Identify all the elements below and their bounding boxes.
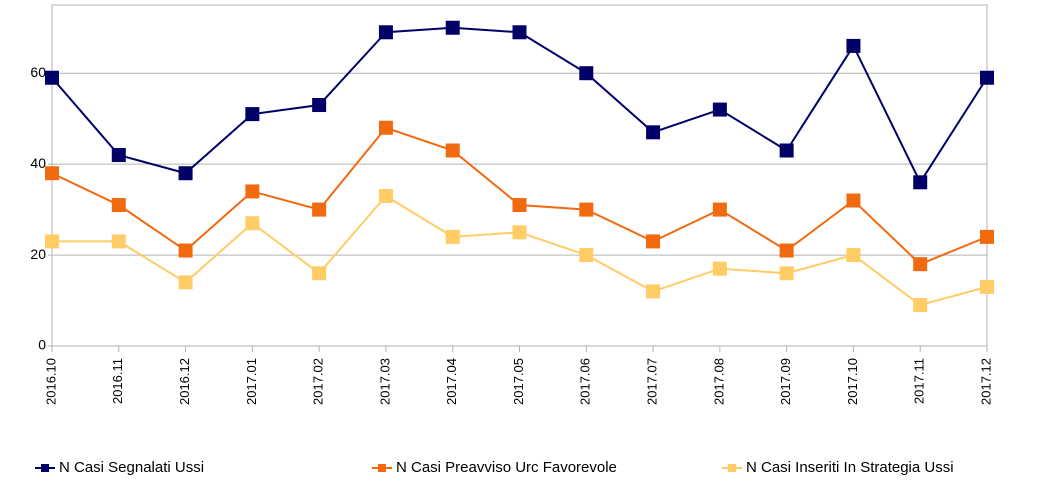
point-marker [712,202,727,217]
point-marker [111,148,126,163]
x-tick-label: 2017.11 [912,358,927,404]
point-marker [646,125,661,140]
legend-swatch [41,464,49,472]
point-marker [712,261,727,276]
point-marker [646,284,661,299]
point-marker [980,70,994,85]
x-tick-label: 2017.04 [444,358,459,405]
y-tick-label: 40 [30,155,46,171]
point-marker [111,198,126,213]
point-marker [980,279,994,294]
x-tick-label: 2017.02 [311,358,326,405]
point-marker [913,257,928,272]
point-marker [779,266,794,281]
y-tick-label: 0 [38,337,46,353]
point-marker [178,166,193,181]
point-marker [846,193,861,208]
point-marker [378,188,393,203]
x-tick-label: 2016.11 [110,358,125,404]
y-tick-label: 60 [30,64,46,80]
x-tick-label: 2017.12 [978,358,993,405]
point-marker [646,234,661,249]
point-marker [846,38,861,53]
point-marker [111,234,126,249]
legend-label: N Casi Preavviso Urc Favorevole [396,459,617,476]
x-tick-label: 2017.10 [845,358,860,405]
legend-label: N Casi Segnalati Ussi [59,459,204,476]
point-marker [45,70,59,85]
point-marker [178,275,193,290]
point-marker [913,298,928,313]
point-marker [779,143,794,158]
x-tick-label: 2016.10 [43,358,58,405]
point-marker [512,225,527,240]
legend-label: N Casi Inseriti In Strategia Ussi [746,459,954,476]
point-marker [312,266,327,281]
x-tick-label: 2017.01 [244,358,259,405]
point-marker [579,202,594,217]
legend-swatch [728,464,736,472]
point-marker [579,66,594,81]
point-marker [445,20,460,35]
point-marker [913,175,928,190]
point-marker [980,229,994,244]
x-tick-label: 2017.06 [578,358,593,405]
point-marker [846,248,861,263]
legend-swatch [378,464,386,472]
point-marker [378,120,393,135]
x-tick-label: 2017.03 [377,358,392,405]
point-marker [512,198,527,213]
point-marker [178,243,193,258]
point-marker [378,25,393,40]
point-marker [245,107,260,122]
x-tick-label: 2017.07 [645,358,660,405]
point-marker [579,248,594,263]
point-marker [312,202,327,217]
point-marker [245,184,260,199]
point-marker [45,234,59,249]
point-marker [779,243,794,258]
x-tick-label: 2017.05 [511,358,526,405]
x-tick-label: 2017.08 [711,358,726,405]
x-tick-label: 2016.12 [177,358,192,405]
point-marker [712,102,727,117]
point-marker [445,229,460,244]
point-marker [245,216,260,231]
point-marker [445,143,460,158]
point-marker [312,98,327,113]
x-tick-label: 2017.09 [778,358,793,405]
point-marker [512,25,527,40]
point-marker [45,166,59,181]
y-tick-label: 20 [30,246,46,262]
